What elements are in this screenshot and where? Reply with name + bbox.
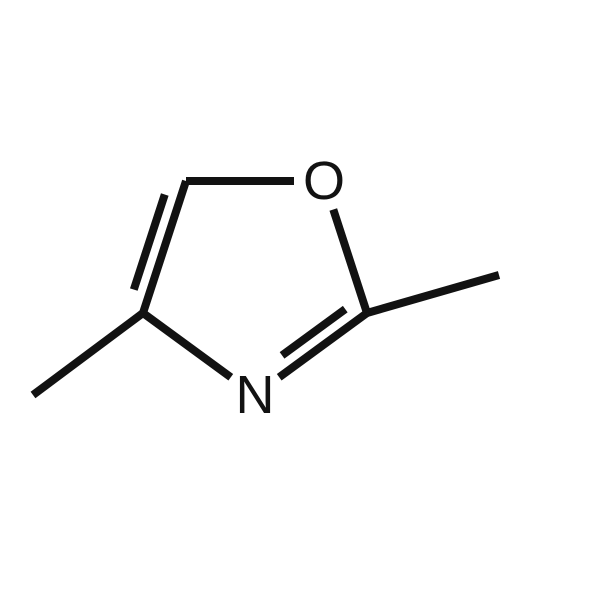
bond	[333, 210, 367, 313]
bond	[367, 275, 499, 313]
atom-label-o: O	[303, 151, 345, 211]
bond	[33, 313, 143, 395]
molecule-diagram: ON	[0, 0, 600, 600]
bond	[143, 313, 231, 377]
atom-label-n: N	[236, 365, 275, 425]
bond	[134, 195, 165, 290]
